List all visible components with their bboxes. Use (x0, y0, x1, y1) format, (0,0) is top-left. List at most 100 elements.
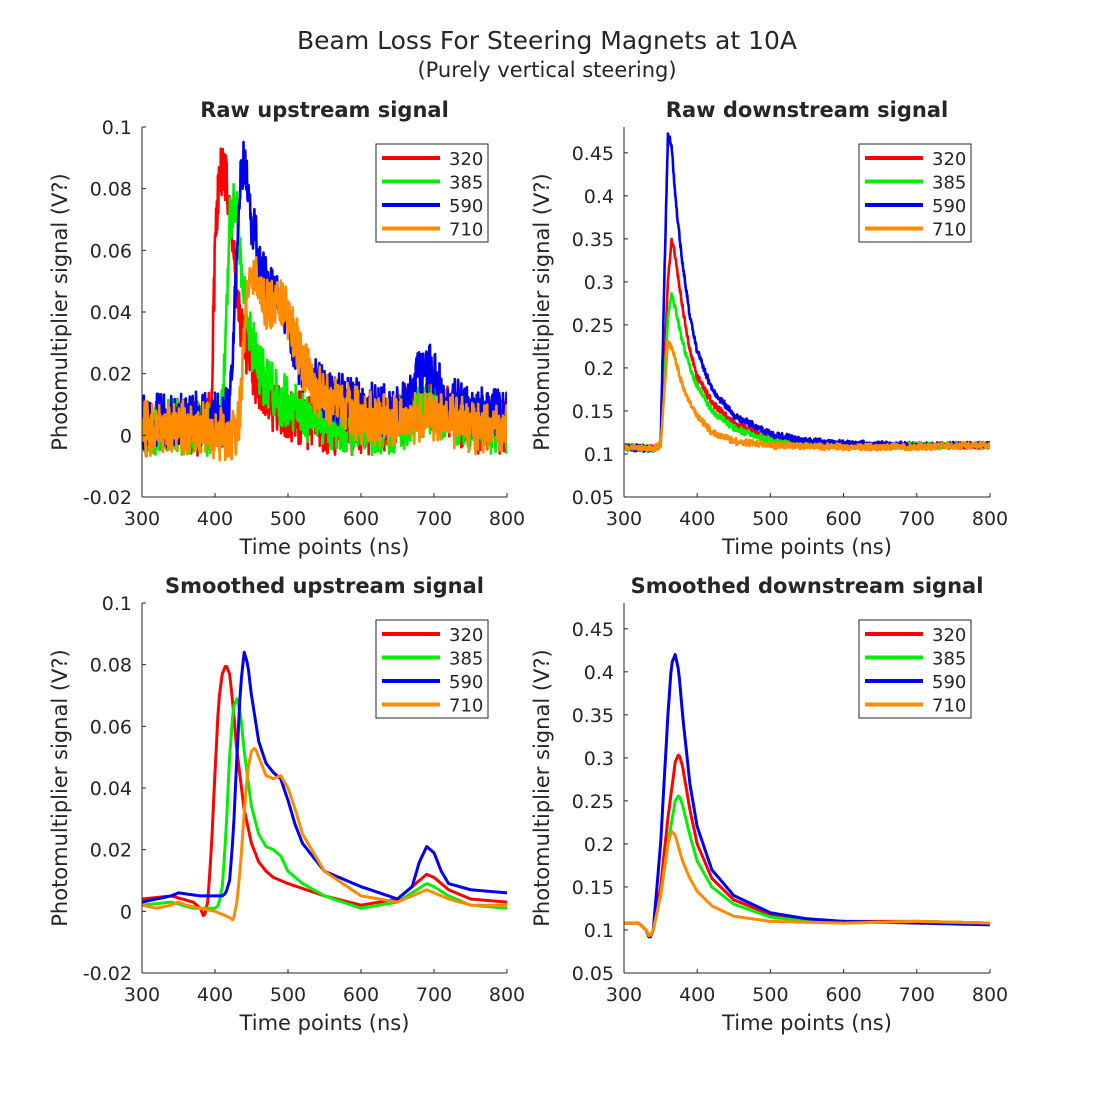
x-axis-label: Time points (ns) (721, 1011, 892, 1035)
x-tick-label: 300 (606, 984, 642, 1006)
chart-title: Raw upstream signal (200, 98, 449, 122)
legend-label-710: 710 (932, 696, 966, 717)
legend-box (375, 143, 489, 243)
chart-panel-raw-upstream-signal: 300 400 500 600 700 800 -0.02 0 0.02 0.04 0.06 0.08… (48, 98, 525, 559)
y-axis-label: Photomultiplier signal (V?) (48, 649, 72, 927)
legend-label-385: 385 (932, 173, 966, 194)
series-line-590 (624, 653, 990, 939)
legend-label-320: 320 (449, 625, 483, 646)
legend-label-320: 320 (932, 625, 966, 646)
y-tick-label: 0.08 (90, 179, 132, 201)
x-tick-label: 300 (606, 508, 642, 530)
x-tick-label: 400 (679, 984, 715, 1006)
y-axis-label: Photomultiplier signal (V?) (530, 173, 554, 451)
y-tick-label: 0 (120, 901, 132, 923)
x-tick-label: 700 (416, 984, 452, 1006)
x-tick-label: 500 (270, 984, 306, 1006)
y-tick-label: 0.1 (584, 920, 614, 942)
legend-box (375, 619, 489, 719)
y-axis-label: Photomultiplier signal (V?) (48, 173, 72, 451)
x-tick-label: 600 (343, 984, 379, 1006)
series-line-385 (624, 794, 990, 937)
y-tick-label: -0.02 (83, 487, 132, 509)
figure-subtitle: (Purely vertical steering) (417, 58, 677, 82)
x-tick-label: 400 (197, 984, 233, 1006)
y-tick-label: 0.15 (572, 877, 614, 899)
y-tick-label: 0.06 (90, 716, 132, 738)
x-tick-label: 700 (899, 508, 935, 530)
x-axis-label: Time points (ns) (721, 535, 892, 559)
y-tick-label: 0.3 (584, 272, 614, 294)
legend-label-385: 385 (449, 173, 483, 194)
y-tick-label: 0.04 (90, 302, 132, 324)
x-tick-label: 300 (124, 984, 160, 1006)
x-axis-label: Time points (ns) (239, 535, 410, 559)
figure-title: Beam Loss For Steering Magnets at 10A (297, 26, 797, 55)
legend-label-385: 385 (449, 649, 483, 670)
y-tick-label: 0.45 (572, 143, 614, 165)
y-tick-label: 0.1 (584, 444, 614, 466)
x-tick-label: 500 (752, 508, 788, 530)
chart-panel-smoothed-downstream-signal: 300 400 500 600 700 800 0.05 0.1 0.15 0.2 0.25 0.3 0… (530, 574, 1008, 1035)
y-tick-label: 0.08 (90, 655, 132, 677)
y-tick-label: 0.1 (102, 593, 132, 615)
x-tick-label: 800 (489, 984, 525, 1006)
legend-label-590: 590 (449, 196, 483, 217)
x-tick-label: 800 (972, 984, 1008, 1006)
series-line-710 (624, 830, 990, 937)
y-tick-label: 0.06 (90, 240, 132, 262)
y-tick-label: 0.15 (572, 401, 614, 423)
x-tick-label: 500 (270, 508, 306, 530)
y-axis-label: Photomultiplier signal (V?) (530, 649, 554, 927)
x-tick-label: 400 (197, 508, 233, 530)
series-line-710 (142, 255, 507, 462)
x-tick-label: 600 (825, 508, 861, 530)
chart-title: Smoothed upstream signal (165, 574, 484, 598)
y-tick-label: 0.05 (572, 487, 614, 509)
legend-label-320: 320 (449, 149, 483, 170)
y-tick-label: 0.2 (584, 358, 614, 380)
series-line-320 (624, 237, 990, 453)
x-tick-label: 700 (899, 984, 935, 1006)
legend-label-590: 590 (932, 672, 966, 693)
legend-label-710: 710 (932, 220, 966, 241)
x-tick-label: 600 (825, 984, 861, 1006)
y-tick-label: 0.2 (584, 834, 614, 856)
legend-label-385: 385 (932, 649, 966, 670)
legend-box (858, 619, 972, 719)
x-tick-label: 500 (752, 984, 788, 1006)
legend-label-320: 320 (932, 149, 966, 170)
chart-title: Smoothed downstream signal (631, 574, 984, 598)
x-tick-label: 800 (489, 508, 525, 530)
y-tick-label: 0.35 (572, 229, 614, 251)
chart-panel-smoothed-upstream-signal: 300 400 500 600 700 800 -0.02 0 0.02 0.04 0.06 0.08… (48, 574, 525, 1035)
legend-box (858, 143, 972, 243)
y-tick-label: 0.25 (572, 791, 614, 813)
legend-label-590: 590 (932, 196, 966, 217)
y-tick-label: 0.1 (102, 117, 132, 139)
legend-label-710: 710 (449, 696, 483, 717)
x-tick-label: 400 (679, 508, 715, 530)
chart-panel-raw-downstream-signal: 300 400 500 600 700 800 0.05 0.1 0.15 0.2 0.25 0.3 0… (530, 98, 1008, 559)
legend-label-710: 710 (449, 220, 483, 241)
y-tick-label: 0 (120, 425, 132, 447)
y-tick-label: 0.05 (572, 963, 614, 985)
y-tick-label: 0.25 (572, 315, 614, 337)
series-line-710 (624, 339, 990, 453)
x-tick-label: 600 (343, 508, 379, 530)
x-tick-label: 700 (416, 508, 452, 530)
x-tick-label: 300 (124, 508, 160, 530)
chart-title: Raw downstream signal (666, 98, 948, 122)
x-tick-label: 800 (972, 508, 1008, 530)
y-tick-label: -0.02 (83, 963, 132, 985)
y-tick-label: 0.02 (90, 840, 132, 862)
series-line-710 (142, 747, 507, 922)
y-tick-label: 0.4 (584, 186, 614, 208)
y-tick-label: 0.04 (90, 778, 132, 800)
